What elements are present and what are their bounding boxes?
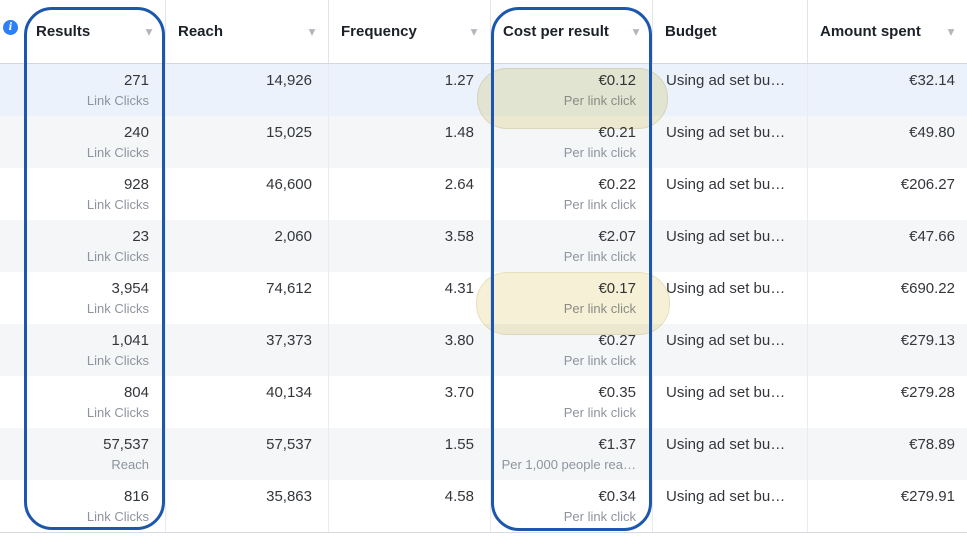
cell-results[interactable]: 928 Link Clicks <box>86 176 149 212</box>
column-header-label: Reach <box>178 23 224 40</box>
cell-frequency[interactable]: 4.58 <box>328 480 490 532</box>
cell-frequency[interactable]: 3.70 <box>328 376 490 428</box>
column-header-budget[interactable]: Budget <box>652 0 807 63</box>
cell-frequency[interactable]: 1.48 <box>328 116 490 168</box>
cell-frequency[interactable]: 1.55 <box>328 428 490 480</box>
table-body: 271 Link Clicks 14,926 1.27 €0.12 Per link… <box>0 64 967 533</box>
cell-cost-per-result[interactable]: €0.34 Per link click <box>490 480 652 532</box>
table-header: Results ▾ Reach ▾ Frequency ▾ Cost per r… <box>0 0 967 64</box>
cell-reach[interactable]: 37,373 <box>165 324 328 376</box>
cell-results[interactable]: 1,041 Link Clicks <box>86 332 149 368</box>
cell-reach[interactable]: 14,926 <box>165 64 328 116</box>
column-header-amount-spent[interactable]: Amount spent ▾ <box>807 0 967 63</box>
column-header-label: Cost per result <box>503 23 609 40</box>
cell-reach[interactable]: 15,025 <box>165 116 328 168</box>
cell-results[interactable]: 23 Link Clicks <box>86 228 149 264</box>
cell-amount-spent[interactable]: €78.89 <box>807 428 967 480</box>
cell-reach[interactable]: 57,537 <box>165 428 328 480</box>
sort-caret-icon[interactable]: ▾ <box>632 23 639 38</box>
cell-amount-spent[interactable]: €279.91 <box>807 480 967 532</box>
cell-cost-per-result[interactable]: €0.12 Per link click <box>490 64 652 116</box>
cell-reach[interactable]: 40,134 <box>165 376 328 428</box>
cell-results[interactable]: 3,954 Link Clicks <box>86 280 149 316</box>
info-icon[interactable]: i <box>3 20 18 35</box>
cell-results[interactable]: 240 Link Clicks <box>86 124 149 160</box>
cell-budget[interactable]: Using ad set bu… <box>652 220 807 272</box>
cell-budget[interactable]: Using ad set bu… <box>652 64 807 116</box>
cell-budget[interactable]: Using ad set bu… <box>652 480 807 532</box>
cell-budget[interactable]: Using ad set bu… <box>652 116 807 168</box>
table-row[interactable]: 928 Link Clicks 46,600 2.64 €0.22 Per link… <box>0 168 967 220</box>
cell-cost-per-result[interactable]: €0.17 Per link click <box>490 272 652 324</box>
column-header-cost-per-result[interactable]: Cost per result ▾ <box>490 0 652 63</box>
cell-amount-spent[interactable]: €47.66 <box>807 220 967 272</box>
column-header-label: Results <box>36 23 91 40</box>
table-row[interactable]: 804 Link Clicks 40,134 3.70 €0.35 Per link… <box>0 376 967 428</box>
column-header-label: Frequency <box>341 23 417 40</box>
table-row[interactable]: 3,954 Link Clicks 74,612 4.31 €0.17 Per li… <box>0 272 967 324</box>
cell-budget[interactable]: Using ad set bu… <box>652 272 807 324</box>
column-header-frequency[interactable]: Frequency ▾ <box>328 0 490 63</box>
cell-amount-spent[interactable]: €279.13 <box>807 324 967 376</box>
cell-reach[interactable]: 74,612 <box>165 272 328 324</box>
cell-reach[interactable]: 2,060 <box>165 220 328 272</box>
cell-reach[interactable]: 35,863 <box>165 480 328 532</box>
cell-frequency[interactable]: 3.58 <box>328 220 490 272</box>
cell-cost-per-result[interactable]: €0.21 Per link click <box>490 116 652 168</box>
cell-cost-per-result[interactable]: €0.27 Per link click <box>490 324 652 376</box>
table-row[interactable]: 240 Link Clicks 15,025 1.48 €0.21 Per link… <box>0 116 967 168</box>
cell-amount-spent[interactable]: €32.14 <box>807 64 967 116</box>
cell-frequency[interactable]: 1.27 <box>328 64 490 116</box>
column-header-results[interactable]: Results ▾ <box>0 0 165 63</box>
column-header-label: Budget <box>665 23 717 40</box>
cell-results[interactable]: 816 Link Clicks <box>86 488 149 524</box>
sort-caret-icon[interactable]: ▾ <box>308 23 315 38</box>
column-header-label: Amount spent <box>820 23 921 40</box>
cell-results[interactable]: 804 Link Clicks <box>86 384 149 420</box>
cell-cost-per-result[interactable]: €0.35 Per link click <box>490 376 652 428</box>
cell-reach[interactable]: 46,600 <box>165 168 328 220</box>
table-row[interactable]: 23 Link Clicks 2,060 3.58 €2.07 Per link c… <box>0 220 967 272</box>
cell-amount-spent[interactable]: €49.80 <box>807 116 967 168</box>
cell-frequency[interactable]: 3.80 <box>328 324 490 376</box>
cell-budget[interactable]: Using ad set bu… <box>652 168 807 220</box>
cell-budget[interactable]: Using ad set bu… <box>652 376 807 428</box>
cell-amount-spent[interactable]: €690.22 <box>807 272 967 324</box>
table-row[interactable]: 57,537 Reach 57,537 1.55 €1.37 Per 1,000 p… <box>0 428 967 480</box>
sort-caret-icon[interactable]: ▾ <box>947 23 954 38</box>
table-row[interactable]: 271 Link Clicks 14,926 1.27 €0.12 Per link… <box>0 64 967 116</box>
cell-budget[interactable]: Using ad set bu… <box>652 428 807 480</box>
cell-results[interactable]: 271 Link Clicks <box>86 72 149 108</box>
cell-cost-per-result[interactable]: €1.37 Per 1,000 people rea… <box>490 428 652 480</box>
table-row[interactable]: 816 Link Clicks 35,863 4.58 €0.34 Per link… <box>0 480 967 532</box>
cell-budget[interactable]: Using ad set bu… <box>652 324 807 376</box>
cell-frequency[interactable]: 4.31 <box>328 272 490 324</box>
table-row[interactable]: 1,041 Link Clicks 37,373 3.80 €0.27 Per li… <box>0 324 967 376</box>
cell-amount-spent[interactable]: €206.27 <box>807 168 967 220</box>
sort-caret-icon[interactable]: ▾ <box>145 23 152 38</box>
cell-frequency[interactable]: 2.64 <box>328 168 490 220</box>
cell-results[interactable]: 57,537 Reach <box>103 436 149 472</box>
cell-cost-per-result[interactable]: €0.22 Per link click <box>490 168 652 220</box>
cell-amount-spent[interactable]: €279.28 <box>807 376 967 428</box>
sort-caret-icon[interactable]: ▾ <box>470 23 477 38</box>
cell-cost-per-result[interactable]: €2.07 Per link click <box>490 220 652 272</box>
column-header-reach[interactable]: Reach ▾ <box>165 0 328 63</box>
